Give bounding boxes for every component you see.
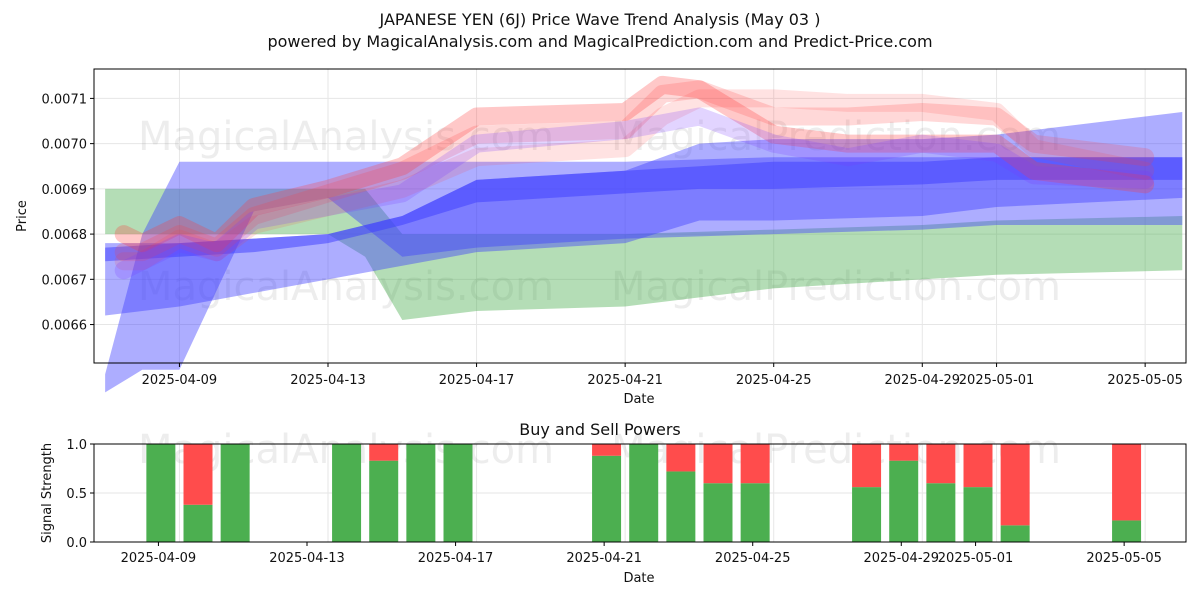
red-wave-line [114, 75, 1155, 253]
x-tick-label: 2025-05-01 [959, 373, 1035, 388]
price-wave-plot: MagicalAnalysis.com MagicalPrediction.com… [42, 68, 1187, 393]
sell-power-bar [1112, 444, 1142, 521]
bottom-x-axis-label: Date [623, 571, 654, 586]
sell-power-bar [703, 444, 733, 484]
y-tick-label: 0.0071 [42, 92, 88, 107]
top-y-axis-label: Price [15, 200, 30, 232]
buy-power-bar [332, 444, 362, 542]
x-tick-label: 2025-05-05 [1086, 551, 1162, 566]
x-tick-label: 2025-04-13 [290, 373, 366, 388]
x-tick-label: 2025-04-21 [587, 373, 663, 388]
y-tick-label: 1.0 [66, 438, 87, 453]
buy-power-bar [443, 444, 473, 542]
bottom-y-axis-label: Signal Strength [40, 443, 55, 543]
x-tick-label: 2025-04-17 [439, 373, 515, 388]
purple-wave-line [114, 107, 1155, 280]
sell-power-bar [852, 444, 882, 488]
y-tick-label: 0.0069 [42, 183, 88, 198]
x-tick-label: 2025-04-29 [885, 373, 961, 388]
buy-power-bar [963, 487, 993, 542]
buy-power-bar [629, 444, 659, 542]
bottom-chart-title: Buy and Sell Powers [519, 420, 681, 439]
x-tick-label: 2025-04-29 [864, 551, 940, 566]
watermark-text: MagicalAnalysis.com [138, 114, 554, 160]
blue-range-band [105, 157, 1183, 393]
buy-power-bar [146, 444, 176, 542]
y-tick-label: 0.0067 [42, 273, 88, 288]
buy-power-bar [703, 483, 733, 542]
sell-power-bar [740, 444, 770, 484]
sell-power-bar [1000, 444, 1030, 526]
buy-power-bar [183, 504, 213, 542]
buy-power-bar [926, 483, 956, 542]
buy-power-bar [740, 483, 770, 542]
buy-power-bar [592, 455, 622, 542]
chart-subtitle: powered by MagicalAnalysis.com and Magic… [267, 32, 932, 51]
buy-power-bar [369, 460, 399, 542]
watermark-text: MagicalPrediction.com [611, 264, 1061, 310]
sell-power-bar [926, 444, 956, 484]
x-tick-label: 2025-05-01 [938, 551, 1014, 566]
y-tick-label: 0.0 [66, 536, 87, 551]
buy-power-bar [1000, 525, 1030, 542]
watermark-text: MagicalAnalysis.com [138, 264, 554, 310]
sell-power-bar [183, 444, 213, 505]
x-tick-label: 2025-04-13 [269, 551, 345, 566]
x-tick-label: 2025-04-17 [418, 551, 494, 566]
buy-power-bar [852, 487, 882, 542]
x-tick-label: 2025-04-25 [736, 373, 812, 388]
buy-power-bar [666, 471, 696, 542]
green-range-band [105, 188, 1183, 321]
x-tick-label: 2025-05-05 [1107, 373, 1183, 388]
x-tick-label: 2025-04-09 [121, 551, 197, 566]
y-tick-label: 0.0066 [42, 319, 88, 334]
red-wave-line [114, 80, 1155, 262]
red-wave-line [114, 89, 1155, 271]
sell-power-bar [889, 444, 919, 461]
x-tick-label: 2025-04-25 [715, 551, 791, 566]
sell-power-bar [369, 444, 399, 461]
y-tick-label: 0.0070 [42, 138, 88, 153]
chart-title: JAPANESE YEN (6J) Price Wave Trend Analy… [379, 10, 821, 29]
y-tick-label: 0.5 [66, 487, 87, 502]
x-tick-label: 2025-04-21 [566, 551, 642, 566]
x-tick-label: 2025-04-09 [142, 373, 218, 388]
buy-power-bar [406, 444, 436, 542]
buy-power-bar [889, 460, 919, 542]
buy-power-bar [220, 444, 250, 542]
sell-power-bar [666, 444, 696, 472]
buy-sell-powers-plot: MagicalAnalysis.comMagicalPrediction.com… [66, 427, 1187, 566]
sell-power-bar [963, 444, 993, 488]
watermark-text: MagicalPrediction.com [611, 114, 1061, 160]
sell-power-bar [592, 444, 622, 456]
y-tick-label: 0.0068 [42, 228, 88, 243]
top-x-axis-label: Date [623, 392, 654, 407]
blue-range-band [105, 157, 1183, 262]
buy-power-bar [1112, 520, 1142, 542]
